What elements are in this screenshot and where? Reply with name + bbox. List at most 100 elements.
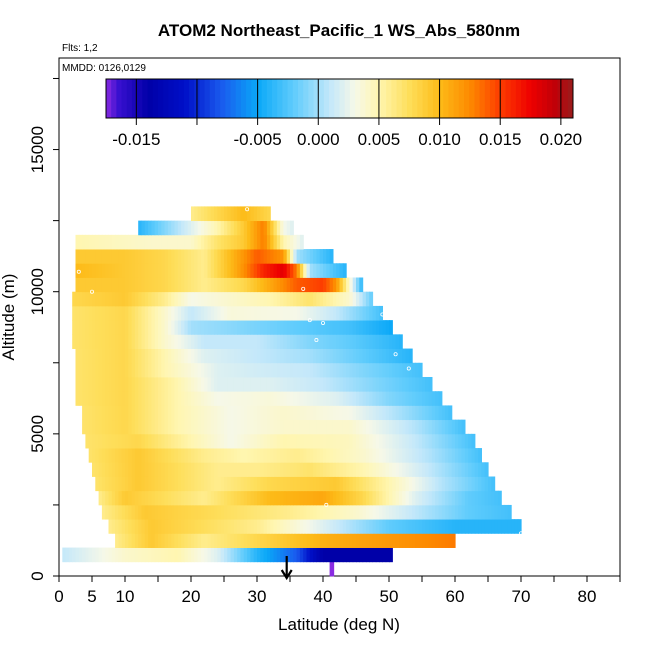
heatmap-cell: [82, 277, 86, 293]
heatmap-cell: [276, 348, 281, 364]
colorbar-segment: [230, 79, 237, 118]
heatmap-cell: [313, 462, 317, 477]
heatmap-cell: [164, 305, 169, 321]
heatmap-cell: [214, 220, 218, 236]
heatmap-cell: [138, 462, 143, 477]
heatmap-cell: [431, 419, 436, 435]
heatmap-cell: [138, 419, 143, 435]
heatmap-cell: [283, 433, 288, 449]
heatmap-cell: [352, 334, 357, 349]
heatmap-cell: [187, 547, 192, 563]
heatmap-cell: [141, 376, 146, 392]
heatmap-cell: [352, 376, 357, 392]
heatmap-cell: [431, 519, 436, 534]
heatmap-cell: [98, 462, 103, 477]
heatmap-cell: [339, 305, 344, 321]
heatmap-cell: [356, 433, 360, 449]
heatmap-cell: [451, 533, 456, 548]
heatmap-cell: [148, 249, 152, 264]
heatmap-cell: [200, 376, 205, 392]
colorbar-segment: [225, 79, 232, 118]
heatmap-cell: [329, 391, 334, 406]
heatmap-cell: [299, 405, 304, 421]
heatmap-cell: [154, 277, 159, 293]
heatmap-cell: [306, 334, 311, 349]
heatmap-cell: [92, 419, 96, 435]
heatmap-cell: [237, 433, 242, 449]
heatmap-cell: [200, 533, 205, 548]
heatmap-cell: [428, 419, 433, 435]
heatmap-cell: [92, 362, 96, 378]
heatmap-cell: [78, 391, 83, 406]
heatmap-cell: [161, 533, 166, 548]
heatmap-cell: [306, 249, 311, 264]
heatmap-cell: [125, 376, 129, 392]
heatmap-cell: [290, 305, 294, 321]
heatmap-cell: [128, 277, 133, 293]
heatmap-cell: [352, 277, 357, 293]
heatmap-cell: [356, 376, 360, 392]
heatmap-cell: [286, 277, 291, 293]
heatmap-cell: [412, 462, 416, 477]
heatmap-cell: [336, 362, 341, 378]
heatmap-cell: [478, 519, 482, 534]
dates-label: MMDD: 0126,0129: [62, 63, 146, 74]
heatmap-cell: [293, 320, 298, 335]
heatmap-cell: [171, 448, 176, 463]
heatmap-cell: [435, 391, 440, 406]
colorbar-segment: [173, 79, 180, 118]
heatmap-cell: [141, 362, 146, 378]
heatmap-cell: [270, 448, 275, 463]
heatmap-cell: [313, 305, 317, 321]
heatmap-cell: [72, 305, 77, 321]
heatmap-cell: [88, 391, 93, 406]
heatmap-cell: [422, 376, 426, 392]
heatmap-cell: [332, 405, 337, 421]
heatmap-cell: [224, 220, 228, 236]
x-tick-label: 20: [182, 587, 201, 606]
heatmap-cell: [290, 291, 294, 307]
heatmap-cell: [237, 547, 242, 563]
heatmap-cell: [382, 462, 387, 477]
heatmap-cell: [128, 263, 133, 278]
heatmap-cell: [319, 490, 324, 506]
heatmap-cell: [210, 220, 215, 236]
heatmap-cell: [151, 234, 156, 250]
heatmap-cell: [392, 348, 397, 364]
heatmap-cell: [428, 519, 433, 534]
heatmap-cell: [402, 362, 407, 378]
heatmap-cell: [131, 362, 136, 378]
heatmap-cell: [428, 490, 433, 506]
heatmap-cell: [181, 320, 185, 335]
heatmap-cell: [92, 291, 96, 307]
heatmap-cell: [468, 476, 473, 492]
heatmap-cell: [329, 504, 334, 520]
heatmap-cell: [309, 462, 314, 477]
heatmap-cell: [398, 362, 403, 378]
heatmap-cell: [296, 462, 301, 477]
heatmap-cell: [425, 391, 430, 406]
heatmap-cell: [379, 433, 383, 449]
heatmap-cell: [319, 305, 324, 321]
heatmap-cell: [250, 405, 255, 421]
heatmap-cell: [408, 504, 413, 520]
heatmap-cell: [240, 533, 245, 548]
heatmap-cell: [441, 462, 446, 477]
heatmap-cell: [385, 376, 390, 392]
heatmap-cell: [194, 504, 199, 520]
heatmap-cell: [389, 391, 393, 406]
heatmap-cell: [95, 291, 100, 307]
heatmap-cell: [303, 249, 308, 264]
heatmap-cell: [329, 462, 334, 477]
heatmap-cell: [286, 433, 291, 449]
heatmap-cell: [445, 476, 449, 492]
heatmap-cell: [491, 504, 496, 520]
heatmap-cell: [286, 547, 291, 563]
heatmap-cell: [217, 234, 222, 250]
heatmap-cell: [164, 547, 169, 563]
heatmap-cell: [105, 362, 110, 378]
heatmap-cell: [257, 519, 261, 534]
heatmap-cell: [115, 291, 119, 307]
heatmap-cell: [197, 462, 202, 477]
heatmap-cell: [154, 334, 159, 349]
